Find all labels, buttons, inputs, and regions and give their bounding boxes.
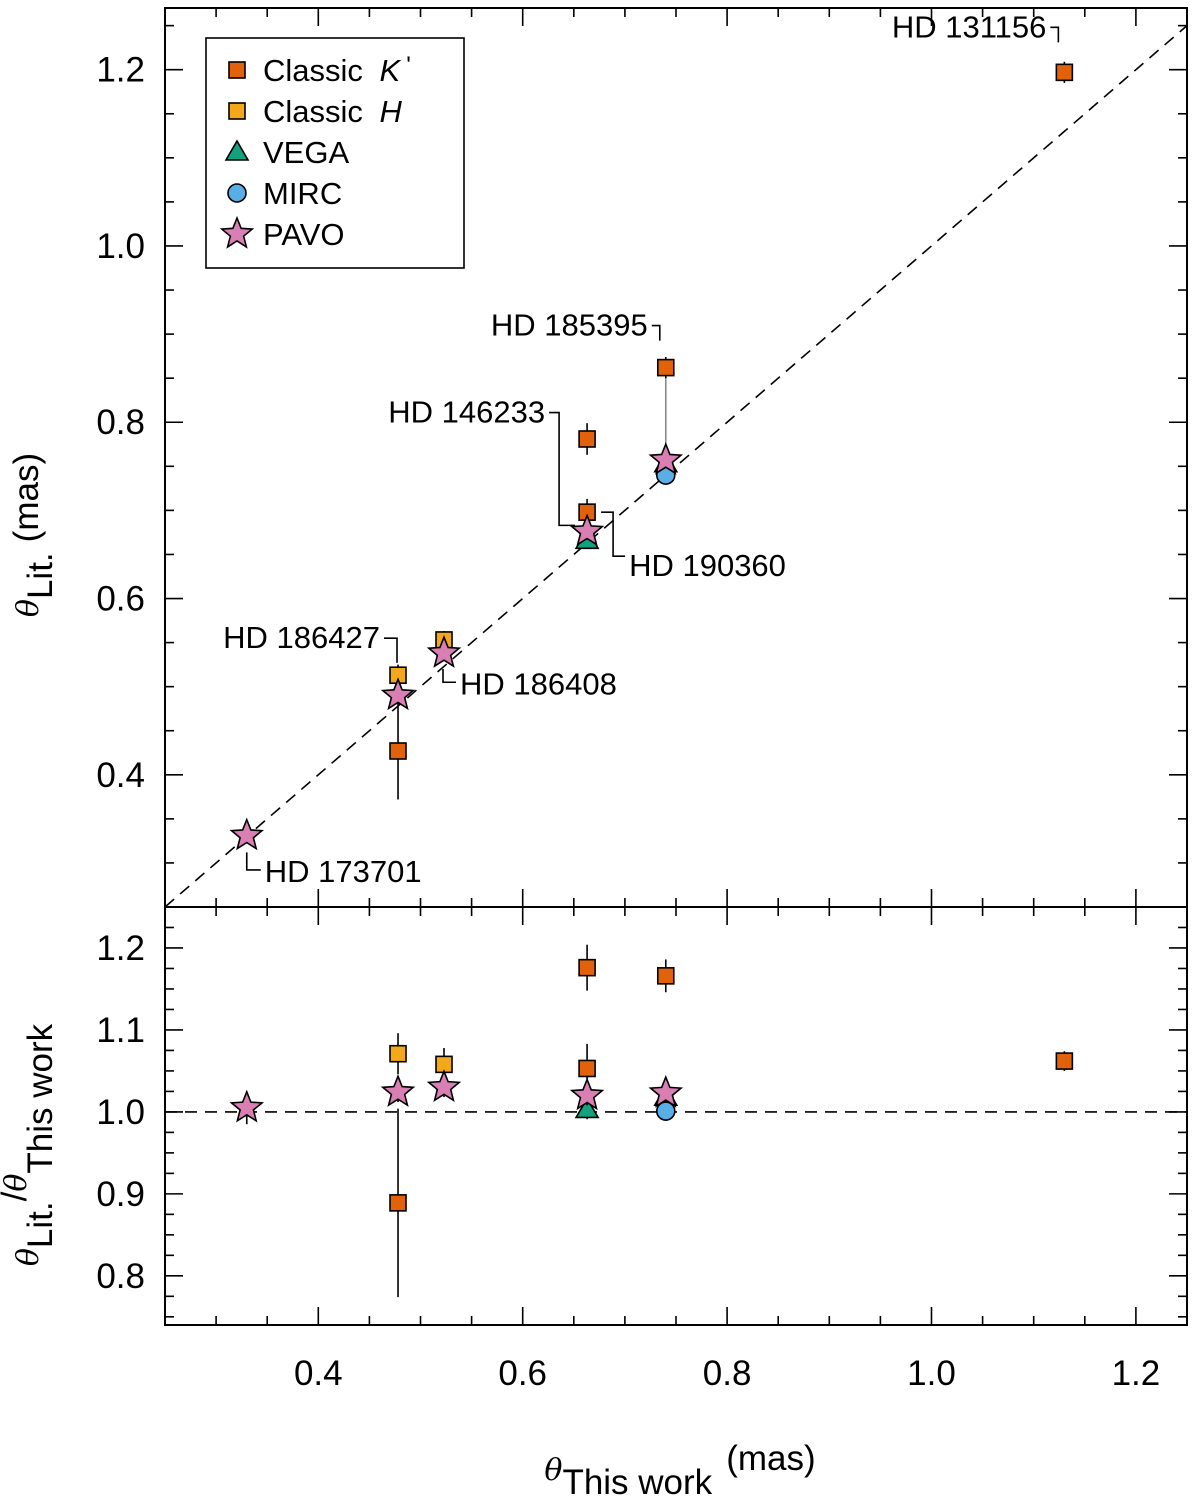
legend-label-vega: VEGA <box>263 135 349 170</box>
leader-line <box>549 411 576 527</box>
x-tick-label: 0.8 <box>703 1354 752 1393</box>
x-title-unit: (mas) <box>726 1439 815 1478</box>
data-point-pavo <box>380 677 416 711</box>
data-point-classic-k <box>578 958 596 977</box>
y-tick-label: 1.1 <box>96 1011 145 1050</box>
data-point-classic-k <box>389 742 407 760</box>
leader-line <box>601 511 626 558</box>
y-title-unit: (mas) <box>7 453 46 542</box>
leader-line <box>1050 26 1060 43</box>
annotation-hd-146233: HD 146233 <box>388 395 545 430</box>
data-point-pavo <box>380 1074 416 1107</box>
data-point-classic-h <box>389 1044 407 1063</box>
y-tick-label: 1.0 <box>96 1093 145 1132</box>
data-point-classic-k <box>1055 1052 1074 1070</box>
legend-label-band: K <box>380 53 402 88</box>
y-title-theta: θ <box>11 599 46 617</box>
bottom-y-axis-title: θLit./θThis work <box>0 1023 60 1266</box>
data-point-pavo <box>648 1074 684 1108</box>
annotations: HD 131156 HD 185395 HD 146233 HD 190360 HD 1… <box>223 9 1060 889</box>
data-point-pavo <box>426 1069 462 1103</box>
y-tick-label: 0.6 <box>96 580 145 619</box>
y-tick-label: 0.8 <box>96 403 145 442</box>
data-point-classic-k <box>656 967 675 985</box>
annotation-hd-186427: HD 186427 <box>223 620 380 655</box>
data-point-pavo <box>569 513 605 547</box>
top-y-axis-title: θLit. (mas) <box>7 453 60 617</box>
annotation-hd-185395: HD 185395 <box>491 308 648 343</box>
data-point-pavo <box>648 441 684 475</box>
legend-label-classic-k: Classic K ' <box>263 52 411 88</box>
series-pavo <box>229 1069 684 1125</box>
x-tick-label: 0.6 <box>498 1354 547 1393</box>
legend-label-text: Classic <box>263 94 372 129</box>
x-tick-label: 1.2 <box>1112 1354 1161 1393</box>
one-to-one-line <box>164 25 1188 908</box>
x-axis-title: θThis work (mas) <box>544 1439 815 1502</box>
leader-line <box>245 852 261 871</box>
leader-line <box>384 637 398 663</box>
data-point-classic-k <box>389 1194 407 1212</box>
series-mirc <box>655 1101 676 1121</box>
data-point-pavo <box>426 634 462 668</box>
bottom-panel: 0.4 0.6 0.8 1.0 1.2 0.8 0.9 1.0 1.1 1.2 <box>96 906 1188 1393</box>
legend-label-text: Classic <box>263 53 372 88</box>
ratio-title-slash: / <box>0 1191 34 1201</box>
legend-label-text: VEGA <box>263 135 349 170</box>
annotation-hd-186408: HD 186408 <box>460 666 617 701</box>
data-point-classic-k <box>1055 63 1074 82</box>
y-tick-label: 0.8 <box>96 1257 145 1296</box>
ratio-title-theta-den: θ <box>0 1174 34 1192</box>
legend-label-prime: ' <box>406 52 411 79</box>
annotation-hd-173701: HD 173701 <box>265 854 422 889</box>
plot-frame <box>164 906 1188 1326</box>
y-tick-label: 1.2 <box>96 929 145 968</box>
annotation-hd-190360: HD 190360 <box>629 548 786 583</box>
legend-label-mirc: MIRC <box>263 176 342 211</box>
top-panel: 0.4 0.6 0.8 1.0 1.2 HD 131156 HD 185395 HD 1462… <box>96 7 1188 908</box>
legend-marker-vega <box>224 139 250 161</box>
data-point-pavo <box>229 817 265 851</box>
leader-line <box>651 324 661 341</box>
legend-label-text: PAVO <box>263 217 345 252</box>
x-title-sub: This work <box>562 1463 712 1502</box>
data-point-vega <box>574 1096 600 1119</box>
series-pavo <box>229 441 684 851</box>
x-tick-label: 0.4 <box>294 1354 343 1393</box>
y-tick-label: 0.9 <box>96 1175 145 1214</box>
legend-marker-classic-h <box>228 102 246 120</box>
data-point-pavo <box>569 1077 605 1111</box>
series-classic-k <box>389 944 1074 1298</box>
legend-label-pavo: PAVO <box>263 217 345 252</box>
legend-marker-classic-k <box>228 61 246 79</box>
data-point-pavo <box>229 1089 265 1123</box>
legend-marker-mirc <box>227 183 247 203</box>
y-tick-label: 1.0 <box>96 227 145 266</box>
x-title-theta: θ <box>544 1453 562 1488</box>
legend-label-text: MIRC <box>263 176 342 211</box>
data-point-classic-k <box>578 430 596 448</box>
leader-line <box>442 669 457 684</box>
y-title-sub: Lit. <box>21 552 60 599</box>
y-tick-label: 0.4 <box>96 756 145 795</box>
ratio-title-den-sub: This work <box>21 1023 60 1173</box>
data-point-classic-k <box>578 1059 596 1078</box>
y-tick-label: 1.2 <box>96 51 145 90</box>
annotation-hd-131156: HD 131156 <box>892 9 1047 44</box>
x-tick-label: 1.0 <box>907 1354 956 1393</box>
ratio-title-theta-num: θ <box>11 1248 46 1266</box>
ratio-title-num-sub: Lit. <box>21 1201 60 1248</box>
legend-label-classic-h: Classic H <box>263 94 403 129</box>
legend-marker-pavo <box>219 215 255 249</box>
legend-label-band: H <box>380 94 403 129</box>
data-point-classic-k <box>656 358 675 377</box>
series-classic-k <box>389 61 1074 800</box>
